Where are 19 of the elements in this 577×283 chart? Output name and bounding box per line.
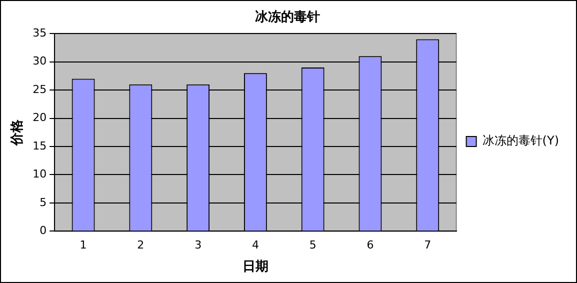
y-tick-label: 0 — [40, 224, 47, 238]
y-axis-title: 价格 — [10, 118, 26, 146]
legend-label: 冰冻的毒针(Y) — [482, 134, 560, 148]
x-axis-title: 日期 — [242, 260, 268, 275]
y-tick-label: 30 — [32, 54, 47, 68]
x-tick-label: 3 — [194, 238, 202, 252]
x-tick-label: 6 — [366, 238, 374, 252]
x-tick-label: 1 — [80, 238, 87, 252]
x-tick-label: 7 — [424, 238, 432, 252]
chart-title: 冰冻的毒针 — [255, 9, 320, 26]
x-tick-label: 5 — [309, 238, 316, 252]
x-tick-label: 2 — [137, 238, 144, 252]
x-tick-label: 4 — [252, 238, 259, 252]
y-tick-label: 10 — [32, 168, 47, 181]
y-tick-label: 35 — [32, 26, 47, 40]
y-tick-label: 5 — [40, 196, 47, 209]
y-tick-label: 20 — [32, 111, 47, 124]
y-tick-label: 15 — [32, 139, 47, 152]
y-tick-label: 25 — [32, 82, 47, 96]
